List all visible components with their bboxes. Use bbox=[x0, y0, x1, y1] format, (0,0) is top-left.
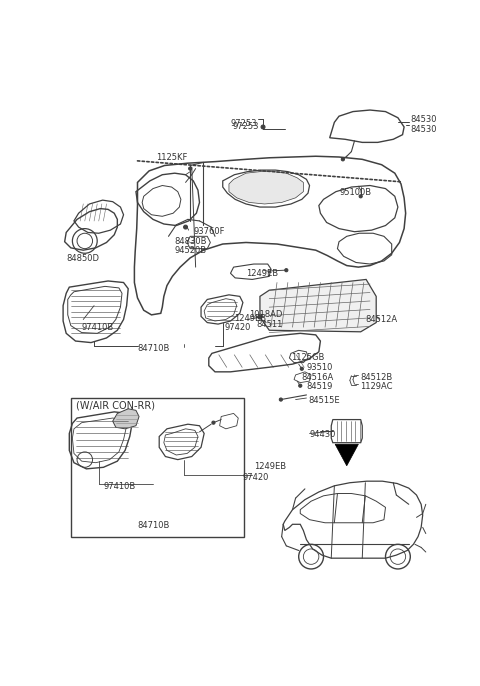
Bar bbox=[71, 398, 244, 536]
Circle shape bbox=[299, 384, 302, 387]
Circle shape bbox=[341, 158, 345, 161]
Text: 84515E: 84515E bbox=[308, 396, 340, 405]
Text: 84511: 84511 bbox=[257, 320, 283, 329]
Polygon shape bbox=[113, 409, 139, 429]
Circle shape bbox=[300, 367, 303, 370]
Text: 94520B: 94520B bbox=[175, 246, 207, 255]
Text: 1129AC: 1129AC bbox=[360, 382, 393, 391]
Text: 84530: 84530 bbox=[410, 115, 437, 123]
Text: 84512A: 84512A bbox=[365, 315, 397, 324]
Circle shape bbox=[261, 125, 265, 129]
Circle shape bbox=[189, 167, 192, 170]
Text: 93510: 93510 bbox=[306, 363, 333, 372]
Text: 97420: 97420 bbox=[224, 323, 251, 332]
Text: 84512B: 84512B bbox=[360, 372, 392, 381]
Text: 1125KF: 1125KF bbox=[156, 153, 188, 162]
Text: 97410B: 97410B bbox=[103, 482, 136, 491]
Text: 1125GB: 1125GB bbox=[291, 353, 324, 362]
Text: 93760F: 93760F bbox=[193, 227, 225, 236]
Circle shape bbox=[184, 225, 188, 229]
Polygon shape bbox=[260, 279, 376, 332]
Polygon shape bbox=[229, 172, 303, 204]
Circle shape bbox=[285, 269, 288, 272]
Text: 84530: 84530 bbox=[410, 125, 437, 134]
Text: 95100B: 95100B bbox=[339, 188, 371, 197]
Text: 94430: 94430 bbox=[310, 430, 336, 439]
Text: 84830B: 84830B bbox=[175, 237, 207, 246]
Polygon shape bbox=[335, 445, 359, 466]
Text: 1018AD: 1018AD bbox=[249, 310, 282, 319]
Text: 84850D: 84850D bbox=[66, 254, 99, 263]
Text: 97420: 97420 bbox=[243, 473, 269, 482]
Text: 97410B: 97410B bbox=[82, 322, 114, 331]
Circle shape bbox=[212, 421, 215, 424]
Text: 1249EB: 1249EB bbox=[254, 462, 286, 471]
Circle shape bbox=[258, 316, 262, 319]
Text: 84516A: 84516A bbox=[302, 372, 334, 381]
Text: 1249EB: 1249EB bbox=[246, 269, 278, 278]
Text: 97253: 97253 bbox=[232, 122, 259, 131]
Circle shape bbox=[359, 195, 362, 198]
Text: (W/AIR CON-RR): (W/AIR CON-RR) bbox=[75, 401, 155, 410]
Text: 84710B: 84710B bbox=[137, 521, 170, 530]
Circle shape bbox=[279, 398, 282, 401]
Text: 84519: 84519 bbox=[306, 382, 333, 391]
Text: 1249EB: 1249EB bbox=[234, 314, 266, 323]
Text: 84710B: 84710B bbox=[137, 344, 170, 353]
Text: 97253: 97253 bbox=[230, 119, 257, 128]
